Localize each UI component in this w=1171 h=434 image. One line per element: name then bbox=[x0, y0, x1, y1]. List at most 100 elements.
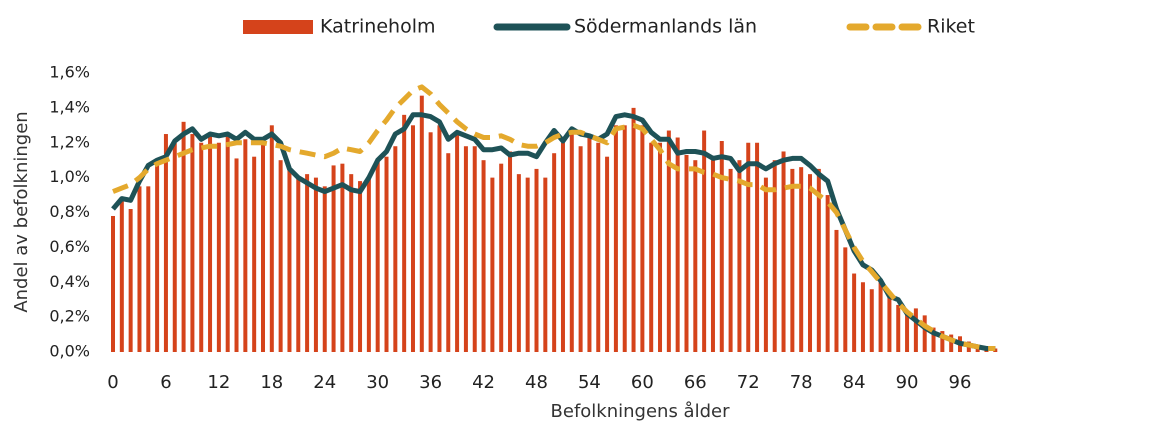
bar bbox=[508, 151, 513, 352]
bar bbox=[208, 134, 213, 352]
x-tick-label: 48 bbox=[525, 372, 548, 393]
bar bbox=[516, 174, 521, 352]
bar bbox=[755, 142, 760, 352]
bar bbox=[313, 177, 318, 352]
bar bbox=[605, 156, 610, 352]
y-tick-label: 1,4% bbox=[49, 97, 90, 116]
x-tick-label: 96 bbox=[949, 372, 972, 393]
bar bbox=[252, 156, 257, 352]
y-tick-label: 0,8% bbox=[49, 202, 90, 221]
bar bbox=[640, 125, 645, 352]
bar bbox=[490, 177, 495, 352]
bar bbox=[287, 168, 292, 352]
x-tick-label: 84 bbox=[843, 372, 866, 393]
x-tick-label: 24 bbox=[313, 372, 336, 393]
bar bbox=[622, 125, 627, 352]
bar bbox=[216, 142, 221, 352]
y-tick-label: 1,0% bbox=[49, 167, 90, 186]
bar bbox=[499, 163, 504, 352]
bar bbox=[172, 142, 177, 352]
bar bbox=[569, 128, 574, 352]
bar bbox=[631, 107, 636, 352]
y-tick-label: 0,4% bbox=[49, 272, 90, 291]
x-tick-label: 78 bbox=[790, 372, 813, 393]
bar bbox=[340, 163, 345, 352]
bar bbox=[896, 304, 901, 352]
legend-swatch bbox=[243, 20, 313, 34]
bar bbox=[790, 168, 795, 352]
y-tick-label: 0,2% bbox=[49, 307, 90, 326]
bar bbox=[260, 142, 265, 352]
bar bbox=[393, 146, 398, 352]
bar bbox=[922, 315, 927, 352]
bar bbox=[825, 195, 830, 352]
x-tick-label: 66 bbox=[684, 372, 707, 393]
bar bbox=[234, 158, 239, 352]
bar bbox=[472, 146, 477, 352]
bar bbox=[199, 142, 204, 352]
bar bbox=[349, 174, 354, 352]
bar bbox=[446, 153, 451, 352]
bar bbox=[728, 168, 733, 352]
bar bbox=[296, 177, 301, 352]
y-tick-label: 1,6% bbox=[49, 63, 90, 82]
bar bbox=[419, 95, 424, 352]
bar bbox=[146, 186, 151, 352]
bar bbox=[331, 165, 336, 352]
bar bbox=[913, 308, 918, 352]
bar bbox=[481, 160, 486, 352]
x-tick-label: 90 bbox=[896, 372, 919, 393]
y-tick-label: 0,6% bbox=[49, 237, 90, 256]
bar bbox=[375, 160, 380, 352]
bar bbox=[658, 142, 663, 352]
bar bbox=[119, 200, 124, 352]
bar bbox=[525, 177, 530, 352]
bar bbox=[190, 134, 195, 352]
bar bbox=[587, 134, 592, 352]
bar bbox=[278, 160, 283, 352]
bar bbox=[463, 146, 468, 352]
bar bbox=[269, 125, 274, 352]
legend-label: Riket bbox=[927, 16, 975, 38]
bar bbox=[781, 151, 786, 352]
bar bbox=[596, 142, 601, 352]
bar bbox=[746, 142, 751, 352]
bar bbox=[772, 160, 777, 352]
x-tick-label: 12 bbox=[207, 372, 230, 393]
x-axis-title: Befolkningens ålder bbox=[551, 401, 731, 422]
bar bbox=[402, 114, 407, 352]
bar bbox=[684, 154, 689, 352]
bar bbox=[860, 282, 865, 352]
y-tick-label: 0,0% bbox=[49, 342, 90, 361]
bar bbox=[137, 186, 142, 352]
legend-label: Södermanlands län bbox=[574, 16, 757, 38]
bar bbox=[737, 160, 742, 352]
line bbox=[112, 84, 996, 351]
bar bbox=[852, 273, 857, 352]
bar bbox=[163, 134, 168, 352]
bar bbox=[578, 146, 583, 352]
bar bbox=[155, 160, 160, 352]
bar bbox=[111, 215, 115, 352]
bar bbox=[693, 160, 698, 352]
bar bbox=[552, 153, 557, 352]
y-axis-title: Andel av befolkningen bbox=[11, 111, 32, 312]
bar bbox=[816, 168, 821, 352]
x-tick-label: 0 bbox=[107, 372, 118, 393]
bar bbox=[931, 327, 936, 352]
x-tick-label: 72 bbox=[737, 372, 760, 393]
x-tick-label: 60 bbox=[631, 372, 654, 393]
bar bbox=[428, 132, 433, 352]
x-tick-label: 6 bbox=[160, 372, 171, 393]
bar bbox=[534, 168, 539, 352]
bar bbox=[702, 130, 707, 352]
bar bbox=[305, 174, 310, 352]
bar bbox=[843, 247, 848, 352]
x-tick-label: 54 bbox=[578, 372, 601, 393]
bar bbox=[799, 167, 804, 352]
x-tick-label: 42 bbox=[472, 372, 495, 393]
bar bbox=[710, 160, 715, 352]
bar bbox=[543, 177, 548, 352]
x-tick-label: 36 bbox=[419, 372, 442, 393]
